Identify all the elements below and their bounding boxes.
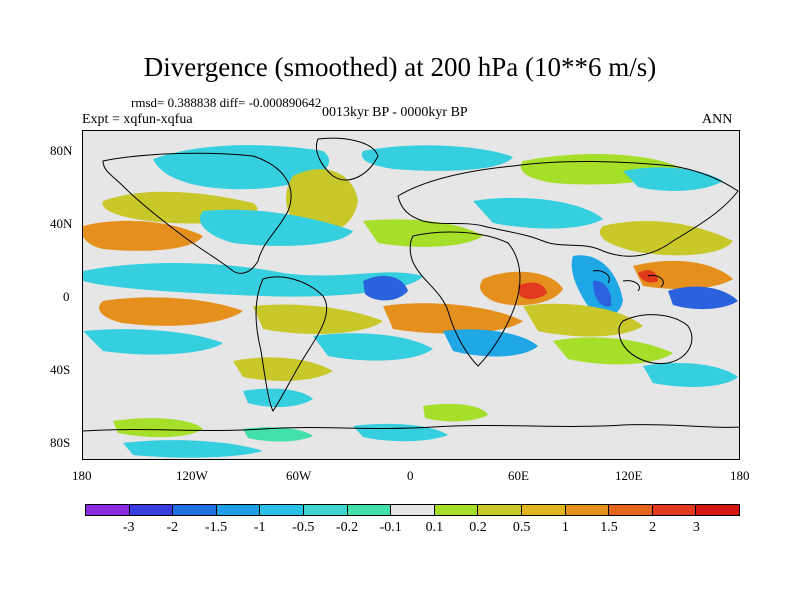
experiment-label: Expt = xqfun-xqfua — [82, 112, 193, 127]
contour-region — [199, 209, 353, 246]
contour-region — [363, 219, 483, 247]
colorbar-swatch — [652, 505, 697, 515]
colorbar-label: 0.5 — [512, 520, 531, 535]
colorbar-label: 1 — [561, 520, 569, 535]
contour-region — [253, 304, 383, 334]
contour-region — [233, 357, 333, 381]
contour-fills — [83, 145, 738, 458]
colorbar-swatch — [173, 505, 217, 515]
contour-region — [113, 418, 203, 438]
coastlines — [83, 137, 739, 432]
contour-region — [443, 329, 538, 357]
contour-region — [99, 297, 243, 326]
lat-label-0: 0 — [63, 289, 70, 304]
colorbar-swatch — [303, 505, 348, 515]
contour-region — [313, 333, 433, 361]
colorbar-label: 0.2 — [469, 520, 487, 535]
colorbar-swatch — [347, 505, 392, 515]
colorbar-swatch — [696, 505, 739, 515]
colorbar-label: -0.5 — [292, 520, 315, 535]
contour-region — [423, 403, 488, 422]
lat-label-80n: 80N — [50, 143, 73, 158]
contour-region — [518, 282, 547, 300]
lat-label-80s: 80S — [50, 435, 71, 450]
colorbar-label: -0.1 — [379, 520, 402, 535]
contour-region — [83, 329, 223, 355]
divergence-map — [82, 130, 740, 460]
colorbar-swatch — [260, 505, 304, 515]
period-label: 0013kyr BP - 0000kyr BP — [322, 105, 468, 120]
contour-region — [243, 388, 313, 408]
contour-region — [361, 145, 513, 171]
contour-region — [83, 262, 423, 297]
contour-region — [593, 280, 612, 307]
colorbar-label: -3 — [122, 520, 135, 535]
colorbar-label: -1 — [253, 520, 266, 535]
lat-label-40s: 40S — [50, 362, 71, 377]
colorbar-swatch — [521, 505, 566, 515]
contour-region — [383, 303, 523, 334]
contour-region — [363, 275, 408, 301]
colorbar-swatch — [609, 505, 653, 515]
contour-region — [123, 440, 263, 458]
season-label: ANN — [702, 112, 733, 127]
colorbar-label: -0.2 — [335, 520, 359, 535]
colorbar-swatch — [565, 505, 610, 515]
lon-label-180e: 180 — [730, 468, 750, 483]
colorbar-swatch — [478, 505, 522, 515]
lat-label-40n: 40N — [50, 216, 73, 231]
contour-region — [643, 363, 738, 387]
contour-region — [473, 197, 603, 229]
contour-region — [668, 286, 738, 310]
stats-line: rmsd= 0.388838 diff= -0.000890642 — [131, 95, 322, 110]
lon-label-180w: 180 — [72, 468, 92, 483]
colorbar-swatch — [86, 505, 130, 515]
contour-region — [599, 221, 733, 256]
contour-region — [553, 337, 673, 365]
contour-region — [83, 220, 203, 251]
colorbar — [85, 504, 740, 516]
contour-region — [638, 270, 658, 283]
contour-region — [286, 169, 358, 233]
lon-label-60w: 60W — [286, 468, 312, 483]
contour-region — [633, 260, 733, 290]
contour-region — [523, 303, 643, 337]
lon-label-60e: 60E — [508, 468, 529, 483]
colorbar-label: 2 — [649, 520, 657, 535]
colorbar-swatch — [391, 505, 435, 515]
map-field — [83, 137, 739, 458]
colorbar-swatch — [434, 505, 479, 515]
colorbar-label: 3 — [692, 520, 700, 535]
lon-label-120e: 120E — [615, 468, 643, 483]
contour-region — [623, 167, 723, 191]
colorbar-label: 1.5 — [600, 520, 618, 535]
plot-title: Divergence (smoothed) at 200 hPa (10**6 … — [143, 52, 657, 82]
colorbar-label: -1.5 — [204, 520, 228, 535]
colorbar-swatch — [216, 505, 261, 515]
contour-region — [243, 427, 313, 442]
colorbar-label: -2 — [166, 520, 179, 535]
colorbar-label: 0.1 — [425, 520, 444, 535]
lon-label-120w: 120W — [176, 468, 208, 483]
lon-label-0: 0 — [407, 468, 414, 483]
colorbar-swatch — [129, 505, 174, 515]
